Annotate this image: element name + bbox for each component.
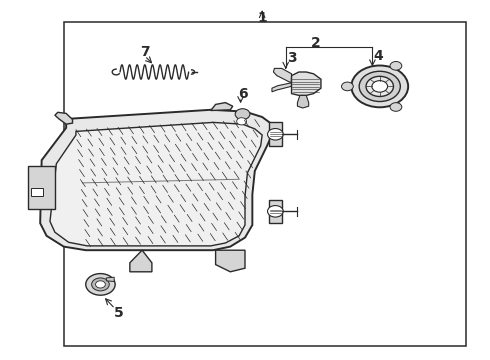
Bar [269,122,282,146]
Text: 3: 3 [287,51,296,64]
Text: 6: 6 [238,87,247,100]
Polygon shape [272,83,292,92]
Polygon shape [292,72,321,95]
Polygon shape [216,250,245,272]
Polygon shape [273,68,292,83]
Circle shape [390,103,402,111]
Circle shape [268,206,283,217]
Circle shape [86,274,115,295]
Polygon shape [297,95,309,108]
Polygon shape [106,277,114,282]
Circle shape [372,81,388,92]
Bar [269,200,282,223]
Circle shape [351,66,408,107]
Circle shape [342,82,353,91]
Circle shape [235,109,250,120]
Polygon shape [55,112,73,124]
Text: 2: 2 [311,36,321,50]
Circle shape [390,62,402,70]
Text: 4: 4 [373,49,383,63]
Polygon shape [211,103,233,111]
Text: 7: 7 [140,45,149,59]
Bar [28,166,55,209]
Polygon shape [40,110,272,250]
Text: 1: 1 [257,11,267,25]
Polygon shape [50,122,262,246]
Polygon shape [130,250,152,272]
Bar [64,22,465,346]
Bar [31,188,43,196]
Text: 5: 5 [114,306,123,320]
Circle shape [359,71,400,102]
Circle shape [237,118,246,125]
Circle shape [96,281,105,288]
Circle shape [92,278,109,291]
Circle shape [366,76,393,96]
Circle shape [268,129,283,140]
